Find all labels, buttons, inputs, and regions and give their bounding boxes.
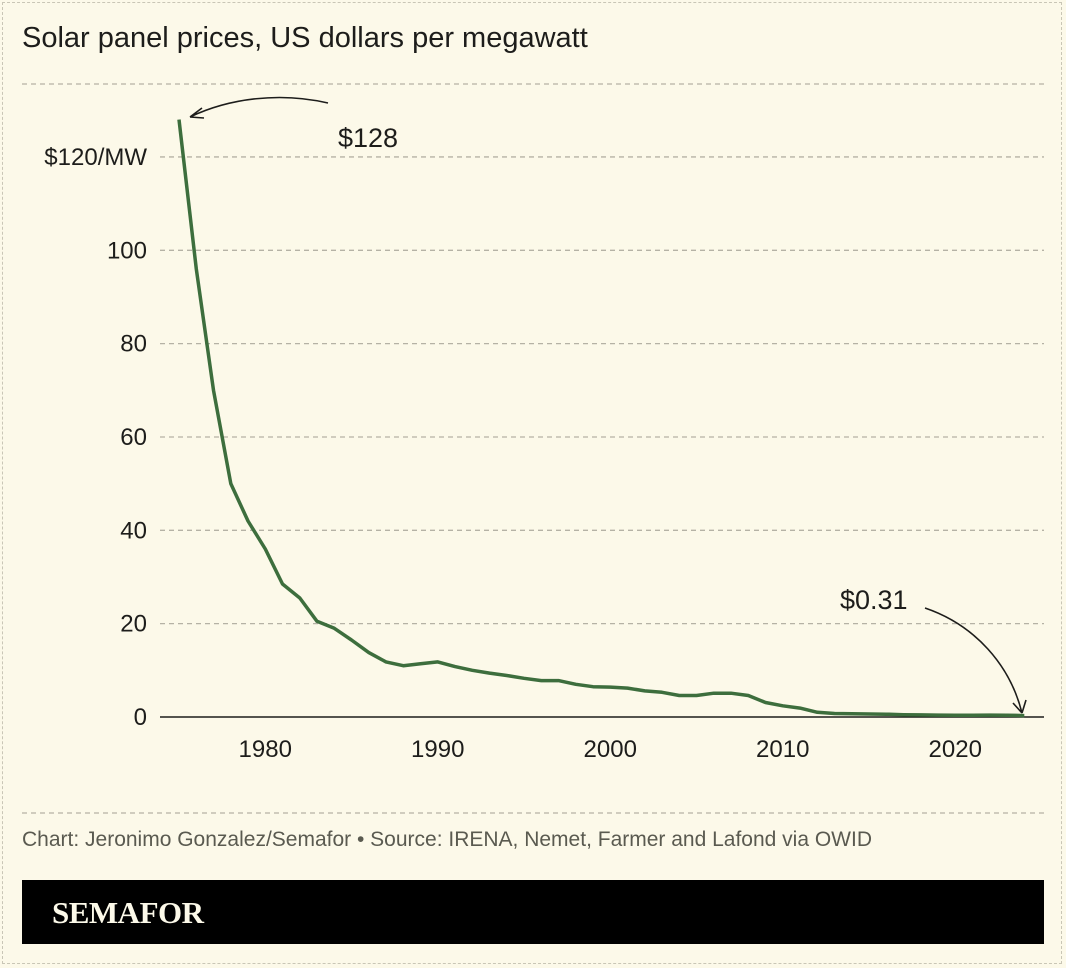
brand-bar: SEMAFOR: [22, 880, 1044, 944]
price-line: [177, 119, 1025, 718]
chart-title: Solar panel prices, US dollars per megaw…: [22, 22, 588, 54]
x-tick-label: 2010: [756, 736, 809, 763]
credit-line: Chart: Jeronimo Gonzalez/Semafor • Sourc…: [22, 828, 873, 851]
y-tick-label: 20: [120, 611, 147, 638]
x-tick-label: 1980: [239, 736, 292, 763]
x-tick-label: 1990: [411, 736, 464, 763]
y-tick-label: 100: [107, 237, 147, 264]
x-tick-label: 2020: [929, 736, 982, 763]
annotation-min-label: $0.31: [840, 585, 908, 615]
annotation-max-label: $128: [338, 123, 398, 153]
annotation-min-arrow: [924, 607, 1027, 714]
y-tick-label: $120/MW: [44, 144, 147, 171]
y-tick-label: 0: [134, 704, 147, 731]
y-tick-label: 80: [120, 331, 147, 358]
semafor-logo: SEMAFOR: [52, 895, 204, 930]
annotation-max-arrow: [189, 96, 329, 119]
y-tick-label: 40: [120, 517, 147, 544]
y-tick-label: 60: [120, 424, 147, 451]
x-tick-label: 2000: [584, 736, 637, 763]
